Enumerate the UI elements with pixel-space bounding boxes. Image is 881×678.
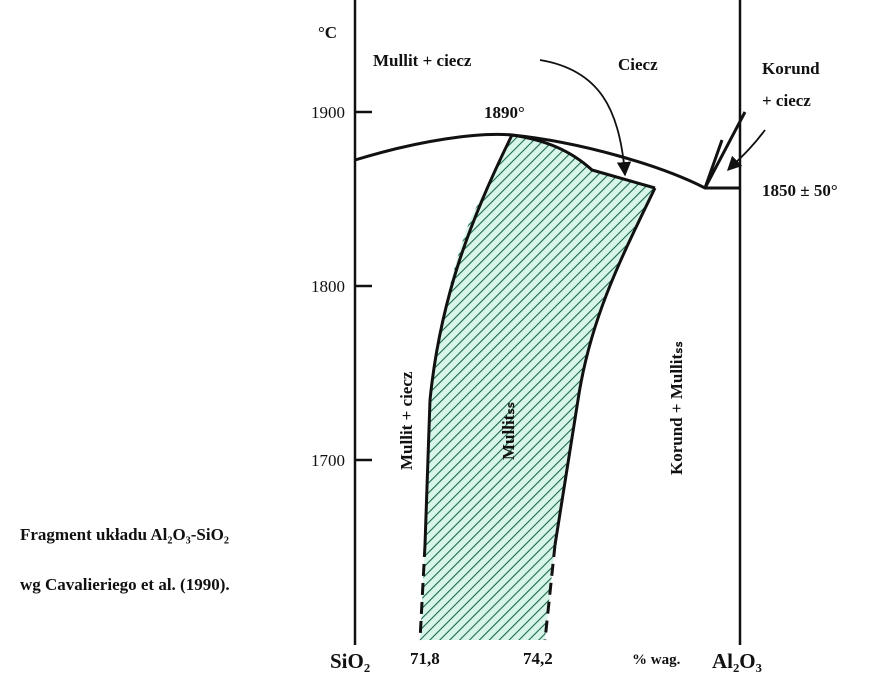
frame bbox=[353, 0, 742, 645]
region-label: + ciecz bbox=[762, 91, 811, 110]
region-label: Mullitₛₛ bbox=[499, 402, 518, 460]
x-unit: % wag. bbox=[632, 652, 681, 668]
mullite-field bbox=[420, 135, 655, 640]
region-label: Mullit + ciecz bbox=[373, 51, 472, 70]
caption: wg Cavalieriego et al. (1990). bbox=[20, 575, 230, 594]
region-label: Korund + Mullitₛₛ bbox=[667, 341, 686, 475]
axis-end: SiO₂ bbox=[330, 649, 370, 673]
region-label: Ciecz bbox=[618, 55, 658, 74]
region-label: Mullit + ciecz bbox=[397, 371, 416, 470]
tick-label: 1800 bbox=[311, 277, 345, 296]
x-tick: 71,8 bbox=[410, 649, 440, 668]
phase-lines bbox=[354, 59, 766, 641]
tick-label: 1900 bbox=[311, 103, 345, 122]
point-label: 1890° bbox=[484, 103, 525, 122]
x-tick: 74,2 bbox=[523, 649, 553, 668]
region-label: Korund bbox=[762, 59, 820, 78]
point-label: 1850 ± 50° bbox=[762, 181, 838, 200]
tick-label: 1700 bbox=[311, 451, 345, 470]
unit: °C bbox=[318, 23, 337, 42]
axis-end: Al₂O₃ bbox=[712, 649, 762, 673]
caption: Fragment układu Al₂O₃-SiO₂ bbox=[20, 525, 229, 544]
